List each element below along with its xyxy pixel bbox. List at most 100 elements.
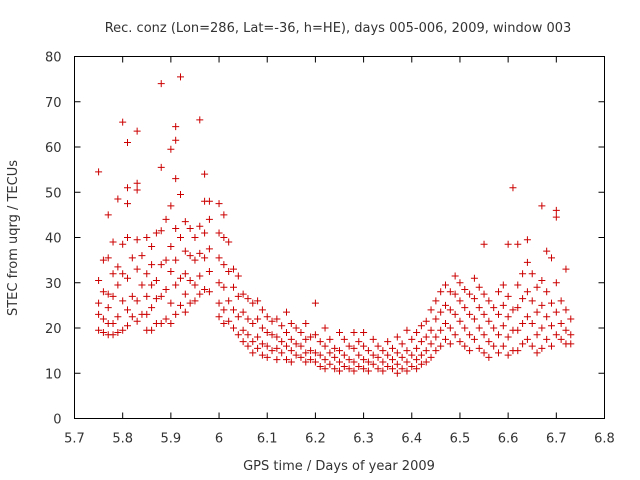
data-point (283, 342, 290, 350)
data-point (485, 317, 493, 325)
data-point (528, 319, 536, 327)
data-point (499, 301, 507, 309)
data-point (331, 365, 339, 373)
data-point (191, 297, 199, 305)
data-point (552, 206, 560, 214)
data-point (331, 344, 339, 352)
data-point (538, 324, 546, 332)
data-point (432, 333, 440, 341)
data-point (133, 297, 141, 305)
data-point (316, 362, 324, 370)
x-axis-label: GPS time / Days of year 2009 (243, 459, 435, 474)
data-point (119, 240, 127, 248)
data-point (181, 308, 189, 316)
data-point (128, 254, 136, 262)
data-point (403, 358, 411, 366)
data-point (157, 319, 165, 327)
data-point (99, 315, 107, 323)
data-point (297, 342, 305, 350)
data-point (278, 338, 286, 346)
data-point (413, 365, 421, 373)
data-point (538, 344, 546, 352)
data-point (326, 349, 334, 357)
data-point (437, 326, 445, 334)
data-point (336, 367, 343, 375)
data-point (311, 349, 319, 357)
data-point (490, 342, 498, 350)
data-point (316, 351, 324, 359)
data-point (499, 281, 507, 289)
y-tick-label: 40 (45, 232, 62, 247)
data-point (475, 344, 483, 352)
data-point (403, 347, 411, 355)
data-point (461, 324, 469, 332)
data-point (95, 276, 103, 284)
data-point (186, 224, 194, 232)
data-point (287, 335, 295, 343)
data-point (470, 274, 478, 282)
data-point (148, 304, 156, 312)
data-point (172, 136, 180, 144)
data-point (393, 369, 401, 377)
data-point (557, 335, 565, 343)
data-point (519, 340, 527, 348)
data-point (258, 306, 266, 314)
data-point (114, 263, 122, 271)
data-point (215, 299, 223, 307)
data-point (514, 347, 522, 355)
data-point (104, 254, 112, 262)
data-point (475, 304, 483, 312)
x-tick-label: 6.2 (305, 432, 326, 447)
data-point (533, 308, 541, 316)
data-point (393, 360, 401, 368)
data-point (336, 358, 343, 366)
data-point (567, 315, 575, 323)
data-point (379, 358, 387, 366)
data-point (177, 274, 184, 282)
data-point (249, 338, 257, 346)
data-point (234, 272, 242, 280)
data-point (99, 288, 107, 296)
data-point (562, 326, 570, 334)
data-point (548, 322, 555, 330)
data-point (148, 281, 156, 289)
data-point (480, 349, 488, 357)
data-point (215, 313, 223, 321)
data-point (167, 319, 175, 327)
data-point (451, 310, 459, 318)
data-point (413, 344, 421, 352)
data-point (485, 338, 493, 346)
data-point (283, 356, 290, 364)
data-point (446, 288, 454, 296)
data-point (379, 347, 387, 355)
data-point (523, 236, 531, 244)
data-point (528, 297, 536, 305)
data-point (548, 299, 555, 307)
data-point (109, 292, 117, 300)
data-point (157, 163, 165, 171)
data-point (384, 362, 392, 370)
data-point (519, 295, 527, 303)
data-point (201, 254, 209, 262)
data-point (350, 358, 358, 366)
data-point (562, 265, 570, 273)
x-tick-labels: 5.7 5.8 5.9 6 6.1 6.2 6.3 6.4 6.5 6.6 6.7 6.8 (64, 432, 615, 447)
data-point (422, 333, 430, 341)
data-point (475, 324, 483, 332)
data-point (152, 229, 160, 237)
data-point (263, 313, 271, 321)
data-point (172, 256, 180, 264)
data-point (307, 347, 315, 355)
data-point (287, 358, 295, 366)
data-point (157, 261, 165, 269)
data-point (172, 175, 180, 183)
data-point (124, 322, 131, 330)
data-point (172, 224, 180, 232)
data-point (326, 360, 334, 368)
data-point (422, 317, 430, 325)
data-point (557, 297, 565, 305)
data-point (456, 338, 464, 346)
data-point (254, 297, 262, 305)
data-point (162, 256, 170, 264)
